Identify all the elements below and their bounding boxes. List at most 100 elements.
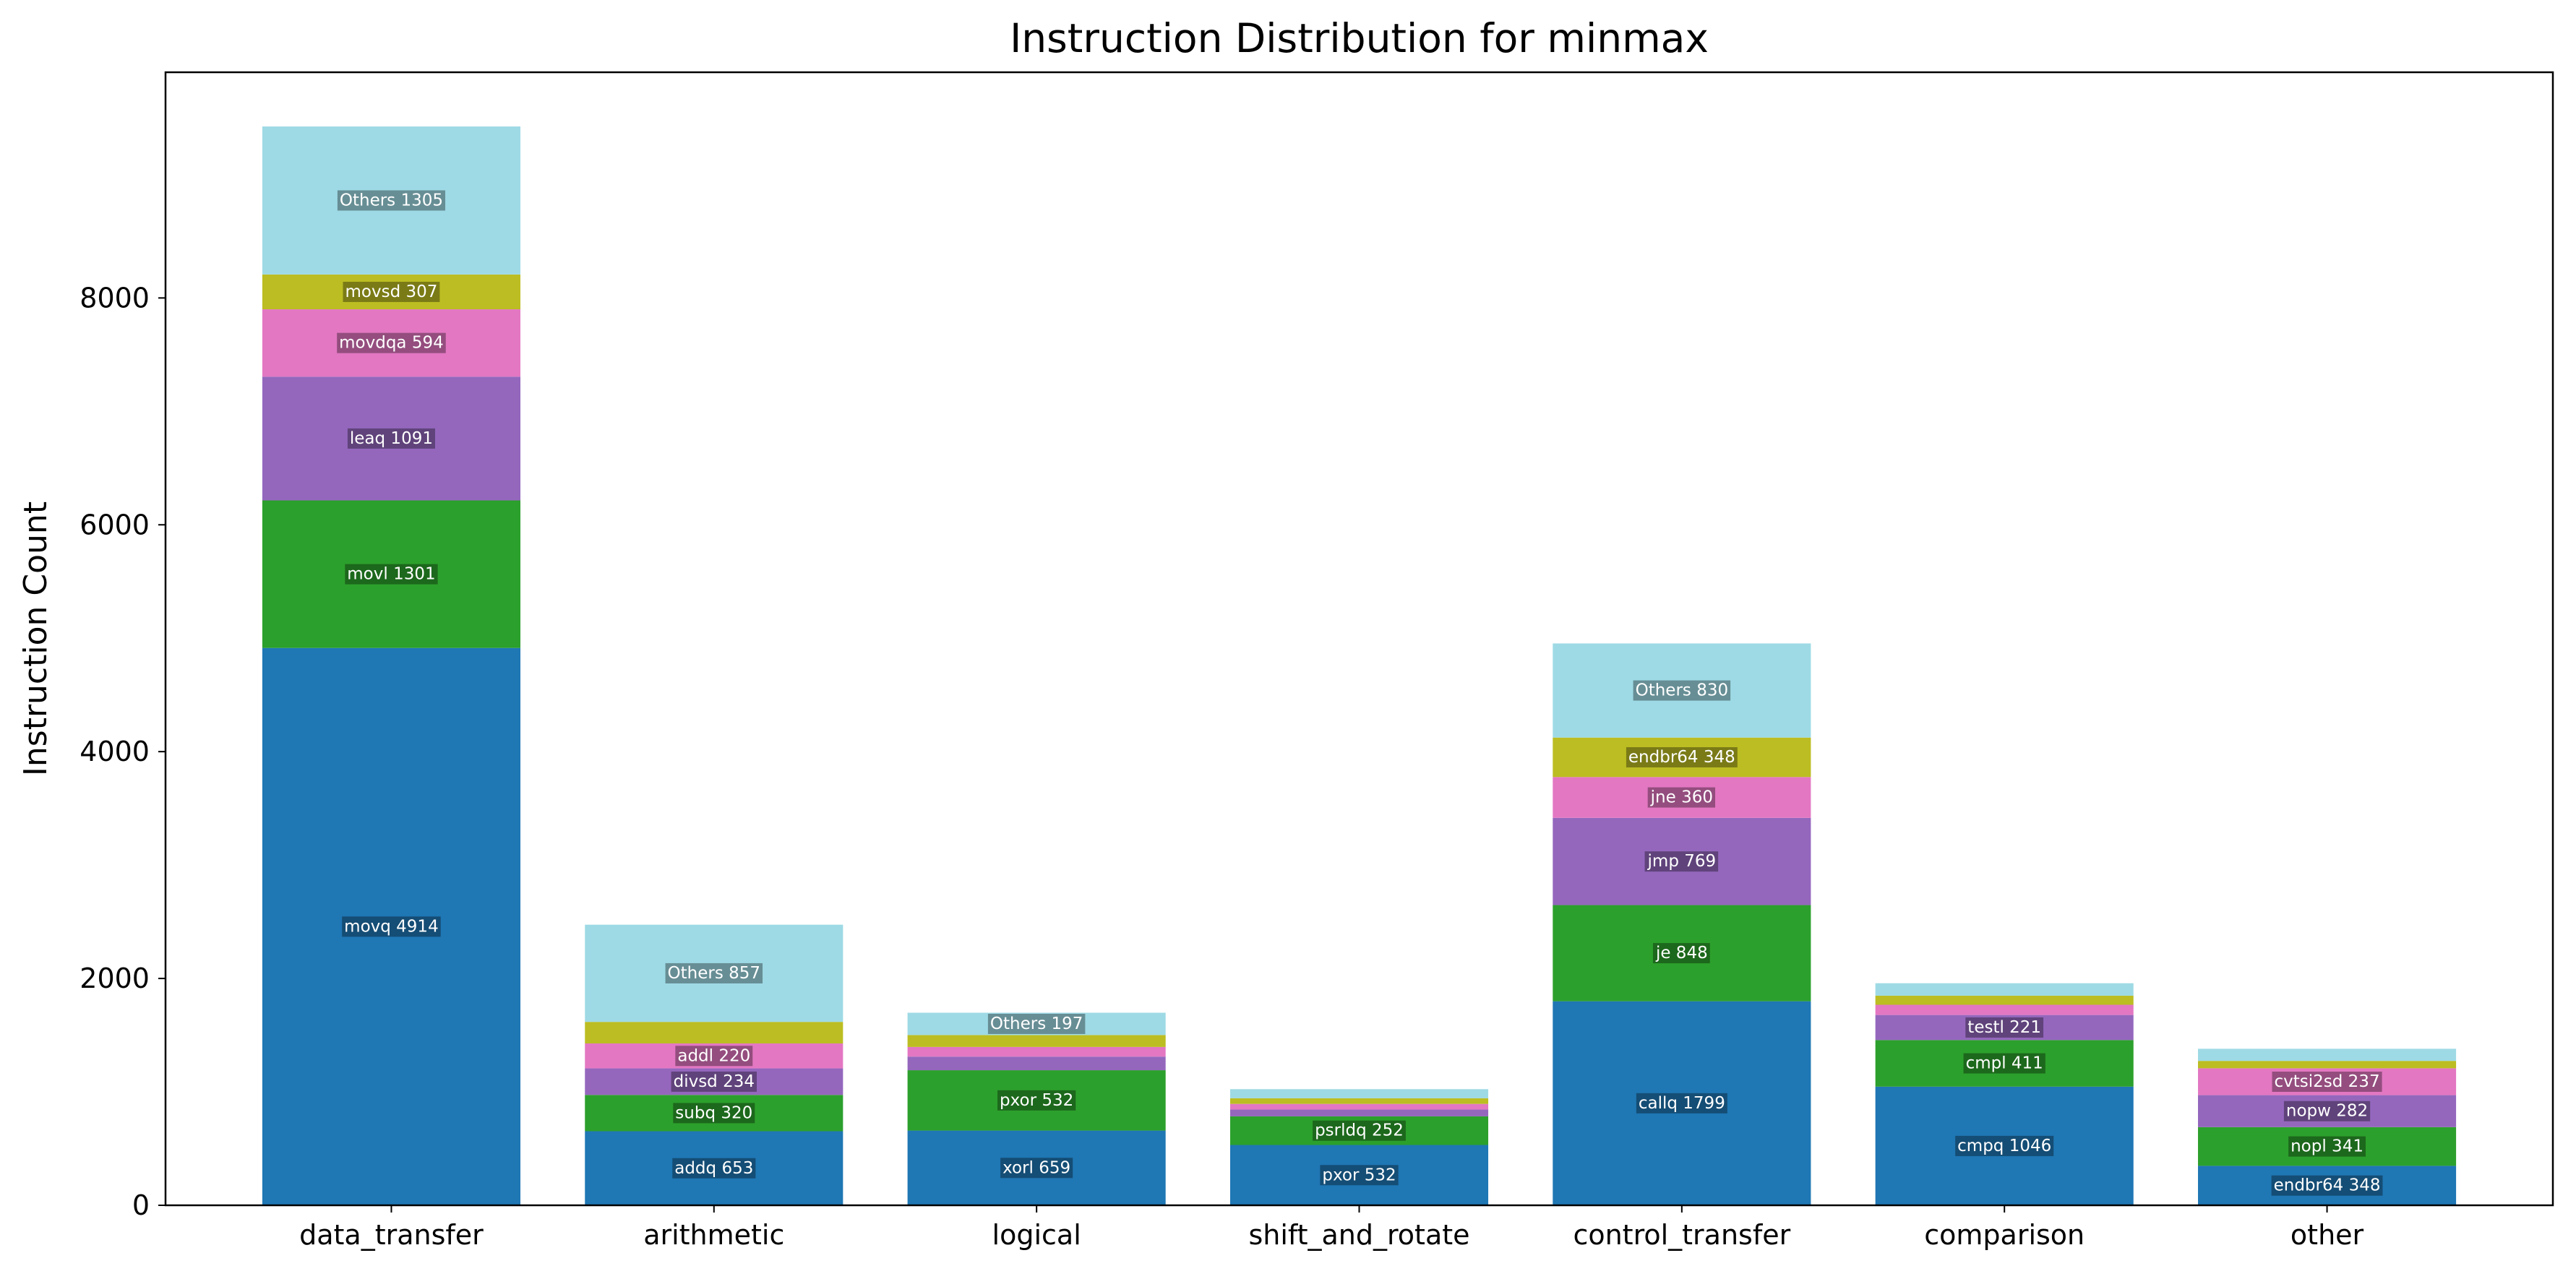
bar-segment-other-cvtsi2sd [2198,1068,2457,1095]
segment-label-background [1313,1120,1406,1141]
y-tick-label-6000: 6000 [80,509,150,541]
segment-label-background [1955,1135,2054,1156]
segment-label-text: endbr64 348 [1628,748,1735,767]
segment-label-text: addl 220 [677,1046,750,1065]
segment-label-shift_and_rotate-psrldq: psrldq 252 [1313,1120,1406,1141]
y-axis-label: Instruction Count [17,501,54,776]
segment-label-data_transfer-Others: Others 1305 [337,190,446,211]
bars-layer [262,126,2457,1205]
segment-label-text: jmp 769 [1647,852,1717,871]
segment-label-logical-Others: Others 197 [987,1013,1086,1034]
bar-segment-arithmetic-addl [585,1043,843,1069]
bar-segment-comparison-seg5 [1875,983,2134,996]
segment-label-arithmetic-divsd: divsd 234 [671,1071,757,1092]
segment-label-text: movsd 307 [345,283,438,301]
bar-segment-shift_and_rotate-pxor [1229,1145,1489,1205]
bar-segment-logical-seg3 [907,1046,1166,1057]
segment-label-text: cmpq 1046 [1957,1137,2051,1155]
segment-label-arithmetic-subq: subq 320 [673,1103,755,1124]
bar-segment-arithmetic-subq [585,1095,843,1132]
segment-label-text: xorl 659 [1003,1158,1070,1177]
segment-label-shift_and_rotate-pxor: pxor 532 [1320,1165,1399,1186]
bar-segment-comparison-testl [1875,1015,2134,1041]
segment-label-text: callq 1799 [1639,1094,1725,1113]
segment-label-text: Others 857 [668,964,761,983]
bar-segment-shift_and_rotate-seg2 [1229,1109,1489,1116]
segment-label-other-nopl: nopl 341 [2288,1136,2366,1157]
segment-label-text: nopw 282 [2286,1102,2368,1121]
segment-label-logical-xorl: xorl 659 [1000,1158,1073,1179]
segment-label-text: movl 1301 [347,565,435,584]
bar-segment-comparison-cmpq [1875,1086,2134,1205]
bar-segment-logical-xorl [907,1130,1166,1205]
segment-label-comparison-cmpl: cmpl 411 [1963,1053,2045,1074]
bar-segment-logical-seg2 [907,1056,1166,1071]
x-tick-label-data_transfer: data_transfer [299,1219,484,1251]
segment-label-text: testl 221 [1967,1018,2041,1037]
segment-label-background [665,963,763,983]
segment-label-background [997,1090,1076,1111]
bar-segment-control_transfer-je [1553,905,1811,1002]
segment-label-background [347,428,435,449]
segment-label-background [1965,1017,2044,1038]
segment-label-data_transfer-leaq: leaq 1091 [347,428,435,449]
segment-label-other-endbr64: endbr64 348 [2271,1175,2383,1196]
y-tick-label-0: 0 [132,1189,150,1221]
segment-label-background [1000,1158,1073,1179]
segment-label-background [2288,1136,2366,1157]
segment-label-control_transfer-endbr64: endbr64 348 [1626,747,1738,768]
x-tick-label-logical: logical [992,1219,1081,1251]
bar-segment-control_transfer-jmp [1553,817,1811,905]
segment-label-text: psrldq 252 [1315,1121,1404,1140]
segment-label-background [1963,1053,2045,1074]
bar-segment-shift_and_rotate-seg4 [1229,1098,1489,1104]
segment-label-text: jne 360 [1650,788,1713,807]
bar-segment-other-nopl [2198,1127,2457,1166]
plot-frame [164,71,2554,1207]
segment-label-background [673,1103,755,1124]
chart-title: Instruction Distribution for minmax [1010,15,1709,61]
segment-label-data_transfer-movq: movq 4914 [342,916,441,937]
bar-segment-control_transfer-jne [1553,777,1811,818]
segment-label-control_transfer-jmp: jmp 769 [1644,851,1719,872]
bar-segment-logical-Others [907,1012,1166,1035]
segment-label-background [1636,1093,1727,1114]
bar-segment-shift_and_rotate-seg5 [1229,1089,1489,1098]
segment-label-background [672,1158,756,1179]
x-tick-label-control_transfer: control_transfer [1573,1219,1790,1251]
bar-segment-comparison-seg4 [1875,995,2134,1005]
segment-label-comparison-testl: testl 221 [1965,1017,2044,1038]
x-tick-label-comparison: comparison [1924,1219,2085,1251]
bar-segment-arithmetic-addq [585,1131,843,1205]
bar-segment-control_transfer-callq [1553,1001,1811,1205]
segment-label-text: pxor 532 [1000,1091,1073,1110]
segment-label-background [2271,1175,2383,1196]
x-tick-label-arithmetic: arithmetic [643,1219,784,1251]
y-tick-label-4000: 4000 [80,736,150,767]
x-tick-label-shift_and_rotate: shift_and_rotate [1248,1219,1469,1251]
bar-segment-other-seg4 [2198,1061,2457,1069]
segment-label-control_transfer-je: je 848 [1652,943,1710,964]
bar-segment-comparison-seg3 [1875,1004,2134,1015]
segment-label-background [1647,787,1716,808]
segment-label-text: cvtsi2sd 237 [2275,1072,2380,1091]
axes-layer: data_transfer arithmetic logical shift_and_… [80,71,2554,1251]
segment-label-text: Others 830 [1636,681,1729,700]
segment-label-text: pxor 532 [1322,1166,1396,1184]
segment-label-background [337,190,446,211]
bar-segment-data_transfer-Others [262,126,520,275]
segment-label-other-nopw: nopw 282 [2283,1101,2371,1121]
segment-label-background [337,332,446,353]
segment-label-data_transfer-movsd: movsd 307 [343,281,440,302]
bar-segment-other-seg5 [2198,1048,2457,1061]
bar-segment-arithmetic-Others [585,924,843,1022]
y-tick-label-8000: 8000 [80,282,150,314]
segment-label-text: subq 320 [675,1103,752,1122]
segment-label-background [987,1013,1086,1034]
segment-label-background [343,281,440,302]
segment-label-data_transfer-movl: movl 1301 [345,564,438,585]
bar-segment-data_transfer-movsd [262,274,520,310]
bar-segment-data_transfer-movq [262,647,520,1205]
segment-labels-layer: movq 4914 movl 1301 leaq 1091 movdqa 594 mov… [337,190,2383,1196]
